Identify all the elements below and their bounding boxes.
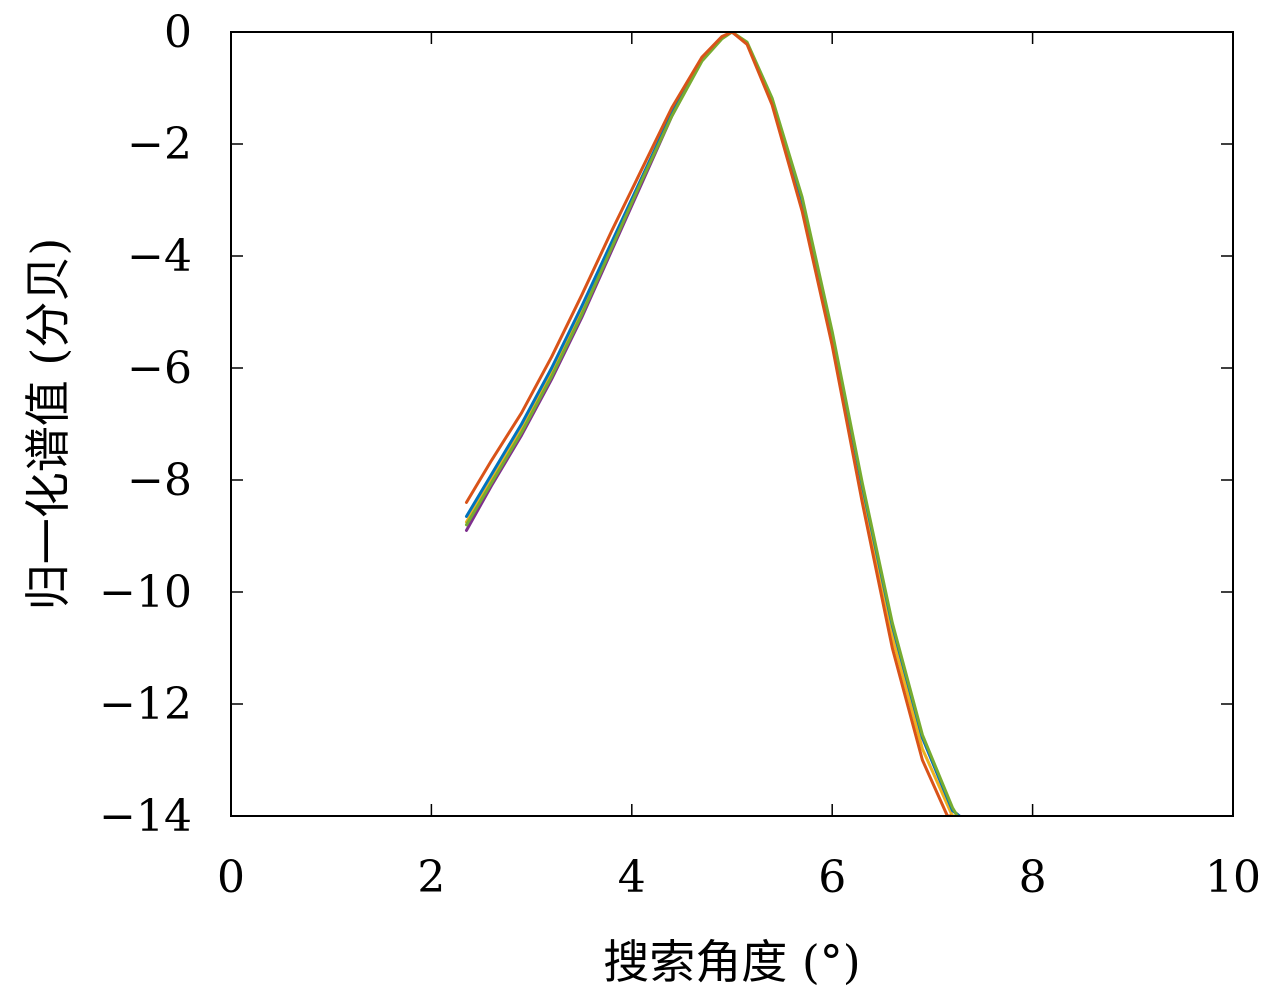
x-tick-label: 6 bbox=[818, 852, 846, 903]
x-tick-label: 4 bbox=[618, 852, 646, 903]
y-tick-label: −6 bbox=[127, 343, 192, 394]
plot-background bbox=[231, 32, 1233, 816]
y-tick-label: −8 bbox=[127, 455, 192, 506]
x-tick-label: 8 bbox=[1019, 852, 1047, 903]
x-axis-title: 搜索角度 (°) bbox=[603, 935, 861, 989]
y-tick-labels: 0 −2 −4 −6 −8 −10 −12 −14 bbox=[99, 7, 192, 842]
y-tick-label: −2 bbox=[127, 119, 192, 170]
series-line-5 bbox=[464, 32, 952, 816]
x-tick-labels: 0 2 4 6 8 10 bbox=[217, 852, 1261, 903]
y-tick-label: −4 bbox=[127, 231, 192, 282]
x-tick-label: 2 bbox=[417, 852, 445, 903]
plot-frame bbox=[230, 31, 1234, 817]
y-tick-label: −12 bbox=[99, 679, 192, 730]
y-tick-label: −14 bbox=[99, 791, 192, 842]
y-tick-label: −10 bbox=[99, 567, 192, 618]
x-tick-label: 0 bbox=[217, 852, 245, 903]
x-tick-label: 10 bbox=[1205, 852, 1261, 903]
series-layer bbox=[464, 32, 961, 816]
y-axis-title: 归一化谱值 (分贝) bbox=[21, 238, 75, 611]
y-tick-label: 0 bbox=[164, 7, 192, 58]
